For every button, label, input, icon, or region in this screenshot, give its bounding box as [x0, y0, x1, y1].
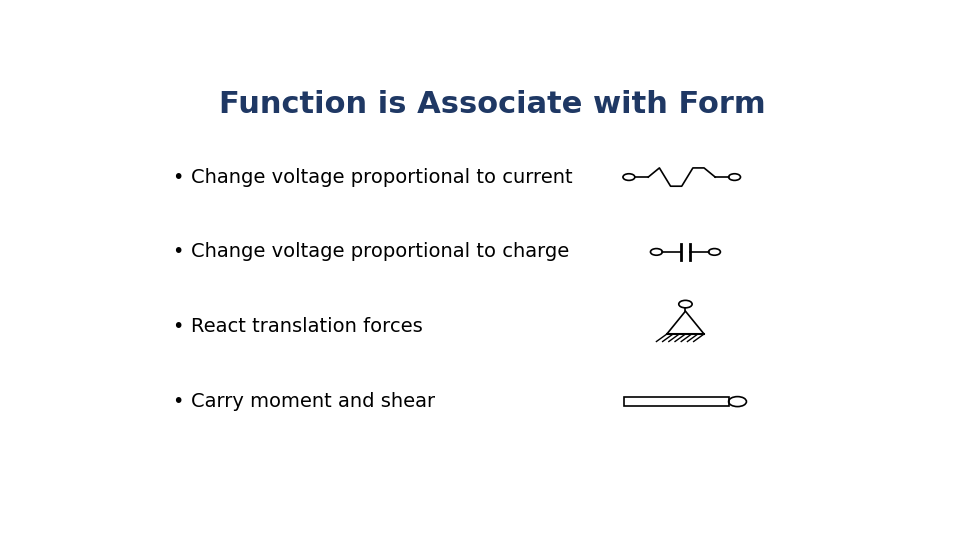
Text: Function is Associate with Form: Function is Associate with Form	[219, 90, 765, 119]
Text: Change voltage proportional to current: Change voltage proportional to current	[191, 167, 572, 186]
Text: •: •	[172, 392, 183, 411]
Text: •: •	[172, 167, 183, 186]
Text: •: •	[172, 242, 183, 261]
Text: Change voltage proportional to charge: Change voltage proportional to charge	[191, 242, 569, 261]
Text: Carry moment and shear: Carry moment and shear	[191, 392, 435, 411]
Text: •: •	[172, 318, 183, 336]
Bar	[624, 397, 729, 406]
Text: React translation forces: React translation forces	[191, 318, 422, 336]
